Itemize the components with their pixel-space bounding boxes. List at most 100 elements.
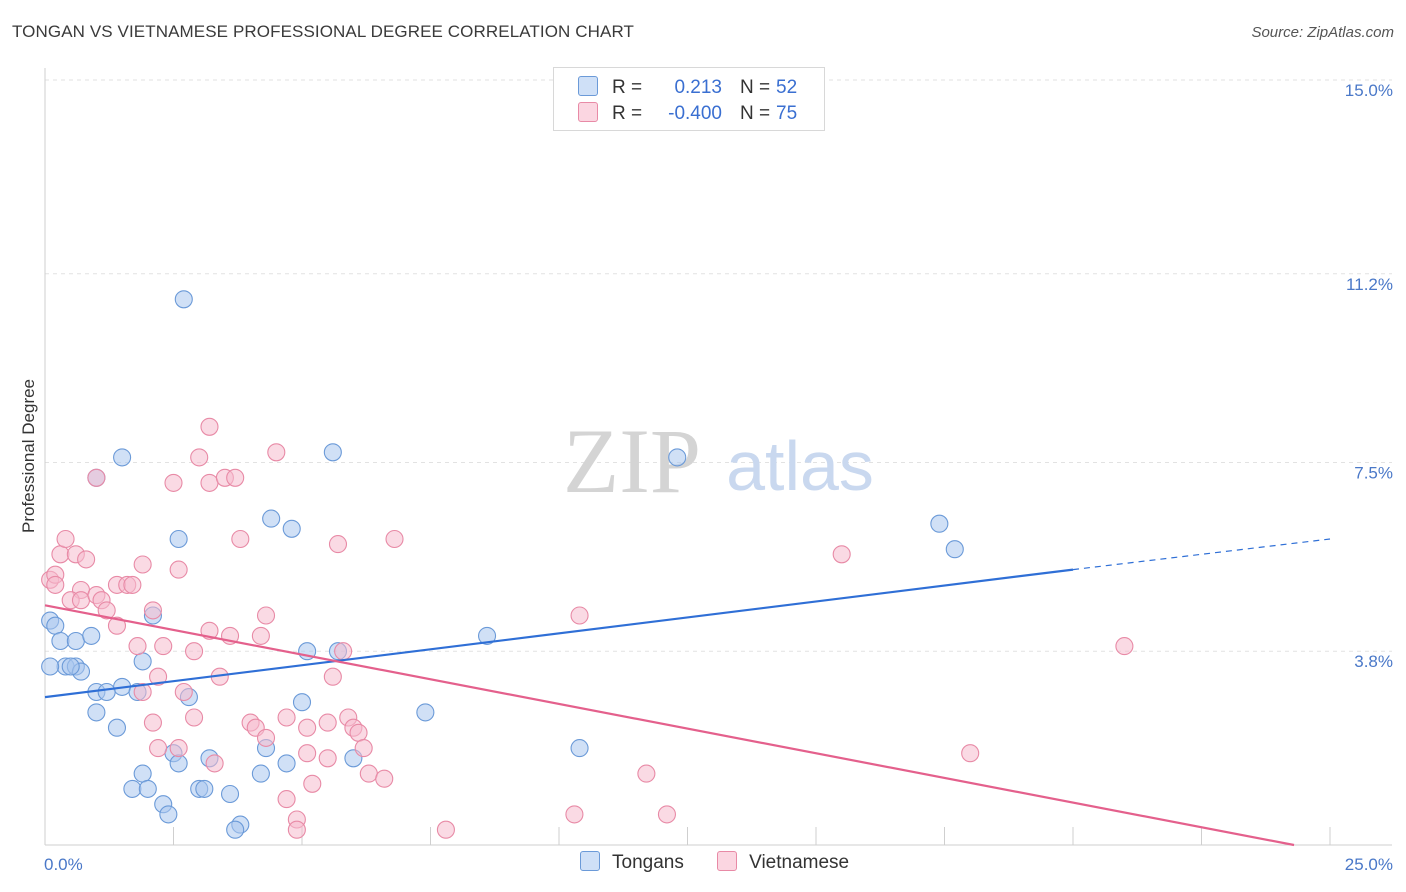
source-label: Source: ZipAtlas.com <box>1251 24 1394 41</box>
vietnamese-point <box>143 601 162 620</box>
vietnamese-point <box>154 637 173 656</box>
watermark-atlas: atlas <box>726 427 874 505</box>
vietnamese-point <box>174 682 193 702</box>
tongan-point <box>323 443 342 462</box>
legend-n-label: N = <box>740 103 771 124</box>
vietnamese-point <box>200 473 219 492</box>
vietnamese-point <box>287 820 306 839</box>
tongan-point <box>107 718 127 737</box>
tongan-point <box>174 290 193 309</box>
legend-n-label: N = <box>740 77 771 98</box>
tongan-point <box>930 514 949 533</box>
vietnamese-point <box>298 744 317 763</box>
vietnamese-point <box>149 739 168 758</box>
trend-lines <box>44 538 1331 847</box>
y-axis-title: Professional Degree <box>19 379 38 533</box>
vietnamese-point <box>87 468 106 487</box>
vietnamese-point <box>570 606 589 625</box>
legend-swatch-tongans <box>580 851 600 871</box>
vietnamese-point <box>71 591 91 610</box>
vietnamese-point <box>1115 637 1134 656</box>
legend-item-vietnamese[interactable]: Vietnamese <box>717 851 849 874</box>
legend-row-tongans: R = 0.213 N = 52 <box>578 76 797 100</box>
vietnamese-point <box>277 790 296 809</box>
tongan-point <box>66 631 85 651</box>
tongan-point <box>87 703 106 722</box>
tongan-point <box>82 626 101 645</box>
tongan-point <box>133 652 152 671</box>
tongan-point <box>292 693 312 712</box>
x-tick-label: 0.0% <box>44 855 83 874</box>
vietnamese-point <box>318 713 337 732</box>
vietnamese-point <box>169 739 188 758</box>
legend-r-label: R = <box>612 103 643 124</box>
tongan-point <box>159 805 178 824</box>
vietnamese-point <box>185 642 204 661</box>
trend-line-vietnamese <box>44 604 1295 847</box>
vietnamese-point <box>359 764 378 783</box>
vietnamese-point <box>231 529 250 549</box>
vietnamese-point <box>133 555 152 574</box>
legend-n-value: 52 <box>776 77 798 98</box>
vietnamese-point <box>298 718 317 737</box>
tongan-point <box>133 764 152 783</box>
tongan-point <box>477 626 497 645</box>
axes <box>44 68 1392 846</box>
legend-swatch-vietnamese <box>717 851 738 871</box>
tongan-point <box>945 540 964 559</box>
legend-r-value: -0.400 <box>668 103 722 124</box>
vietnamese-point <box>200 417 219 436</box>
tongan-point <box>113 448 132 467</box>
x-tick-label: 25.0% <box>1345 855 1393 874</box>
vietnamese-point <box>349 723 368 742</box>
vietnamese-point <box>354 739 373 758</box>
vietnamese-point <box>303 774 322 793</box>
vietnamese-point <box>164 473 183 492</box>
stats-legend: R = 0.213 N = 52 R = -0.400 N = 75 <box>553 67 825 131</box>
vietnamese-point <box>97 601 116 620</box>
tongan-point <box>169 529 188 549</box>
gridlines <box>45 79 1392 652</box>
vietnamese-point <box>190 448 209 467</box>
chart-title: TONGAN VS VIETNAMESE PROFESSIONAL DEGREE… <box>12 22 635 41</box>
tongan-point <box>169 754 188 773</box>
vietnamese-point <box>251 626 270 645</box>
tongan-point <box>416 703 435 722</box>
tongan-point <box>570 739 589 758</box>
legend-n-value: 75 <box>776 103 798 124</box>
vietnamese-point <box>318 749 337 768</box>
vietnamese-point <box>205 754 224 773</box>
tongan-point <box>262 509 281 528</box>
tongan-point <box>251 764 270 783</box>
y-tick-label: 7.5% <box>1354 464 1393 483</box>
vietnamese-point <box>123 575 142 594</box>
tongan-point <box>195 779 214 798</box>
vietnamese-point <box>657 805 676 824</box>
legend-r-label: R = <box>612 77 643 98</box>
tongan-point <box>46 616 65 635</box>
vietnamese-point <box>256 728 276 747</box>
legend-swatch-tongans <box>578 76 598 96</box>
vietnamese-point <box>334 642 353 661</box>
vietnamese-point <box>277 708 296 727</box>
legend-item-tongans[interactable]: Tongans <box>580 851 684 874</box>
y-tick-label: 15.0% <box>1345 81 1393 100</box>
tongan-point <box>97 682 116 702</box>
legend-row-vietnamese: R = -0.400 N = 75 <box>578 102 797 126</box>
vietnamese-point <box>385 529 404 549</box>
vietnamese-point <box>637 764 656 783</box>
trend-line-tongans-projection <box>1072 538 1331 571</box>
vietnamese-point <box>51 545 70 564</box>
series-vietnamese <box>41 417 1134 839</box>
tongan-point <box>668 448 687 467</box>
vietnamese-point <box>133 682 152 702</box>
vietnamese-point <box>323 667 342 686</box>
vietnamese-point <box>961 744 980 763</box>
tongan-point <box>277 754 296 773</box>
series-legend: Tongans Vietnamese <box>580 851 877 874</box>
vietnamese-point <box>226 468 245 487</box>
tongan-point <box>41 657 60 676</box>
axis-labels: 3.8% 7.5% 11.2% 15.0% 0.0% 25.0% Professional … <box>19 81 1393 874</box>
vietnamese-point <box>46 575 65 594</box>
